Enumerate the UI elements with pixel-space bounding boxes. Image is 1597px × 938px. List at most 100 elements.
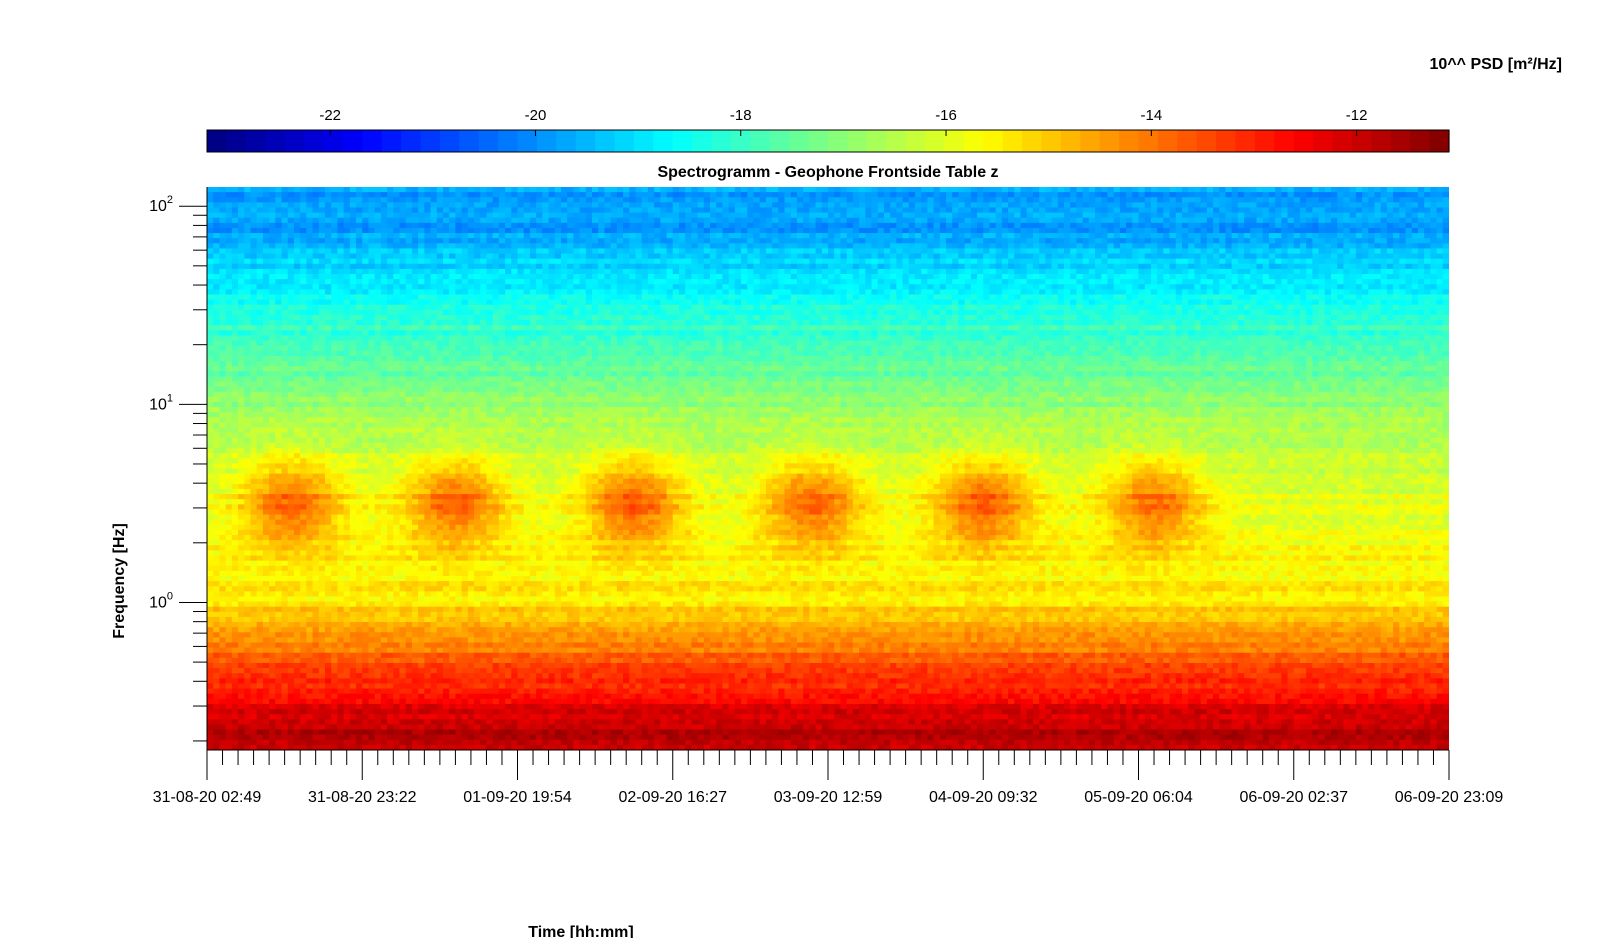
heatmap-cell [617, 187, 624, 193]
heatmap-cell [1207, 254, 1214, 260]
heatmap-cell [1027, 213, 1034, 219]
heatmap-cell [393, 187, 400, 193]
heatmap-cell [499, 218, 506, 224]
heatmap-cell [437, 223, 444, 229]
heatmap-cell [499, 233, 506, 239]
heatmap-cell [940, 300, 947, 306]
heatmap-cell [480, 223, 487, 229]
heatmap-cell [406, 223, 413, 229]
heatmap-cell [921, 269, 928, 275]
heatmap-cell [735, 213, 742, 219]
heatmap-cell [996, 197, 1003, 203]
heatmap-cell [598, 207, 605, 213]
heatmap-cell [1269, 207, 1276, 213]
heatmap-cell [219, 264, 226, 270]
heatmap-cell [1045, 269, 1052, 275]
heatmap-cell [660, 202, 667, 208]
heatmap-cell [853, 218, 860, 224]
heatmap-cell [1101, 228, 1108, 234]
heatmap-cell [1387, 269, 1394, 275]
heatmap-cell [1052, 202, 1059, 208]
heatmap-cell [859, 233, 866, 239]
heatmap-cell [263, 202, 270, 208]
heatmap-cell [542, 192, 549, 198]
heatmap-cell [1120, 192, 1127, 198]
heatmap-cell [1225, 197, 1232, 203]
heatmap-cell [1058, 284, 1065, 290]
heatmap-cell [1232, 259, 1239, 265]
heatmap-cell [1045, 279, 1052, 285]
heatmap-cell [1145, 192, 1152, 198]
heatmap-cell [573, 207, 580, 213]
heatmap-cell [1120, 269, 1127, 275]
heatmap-cell [691, 300, 698, 306]
heatmap-cell [437, 254, 444, 260]
heatmap-cell [1176, 254, 1183, 260]
heatmap-cell [952, 197, 959, 203]
heatmap-cell [760, 269, 767, 275]
heatmap-cell [1225, 228, 1232, 234]
heatmap-cell [518, 279, 525, 285]
heatmap-cell [747, 274, 754, 280]
heatmap-cell [1064, 269, 1071, 275]
heatmap-cell [381, 228, 388, 234]
heatmap-cell [989, 300, 996, 306]
heatmap-cell [431, 259, 438, 265]
heatmap-cell [1232, 294, 1239, 300]
heatmap-cell [648, 228, 655, 234]
heatmap-cell [313, 243, 320, 249]
heatmap-cell [977, 192, 984, 198]
heatmap-cell [213, 243, 220, 249]
heatmap-cell [505, 254, 512, 260]
heatmap-cell [704, 300, 711, 306]
heatmap-cell [791, 284, 798, 290]
heatmap-cell [1014, 207, 1021, 213]
heatmap-cell [1250, 192, 1257, 198]
heatmap-cell [1207, 269, 1214, 275]
heatmap-cell [667, 192, 674, 198]
heatmap-cell [275, 233, 282, 239]
heatmap-cell [238, 254, 245, 260]
heatmap-cell [573, 310, 580, 316]
colorbar-segment [537, 130, 557, 152]
heatmap-cell [1002, 207, 1009, 213]
heatmap-cell [207, 238, 214, 244]
colorbar-segment [343, 130, 363, 152]
heatmap-cell [1343, 233, 1350, 239]
heatmap-cell [915, 223, 922, 229]
heatmap-cell [890, 243, 897, 249]
heatmap-cell [871, 192, 878, 198]
heatmap-cell [903, 202, 910, 208]
heatmap-cell [617, 300, 624, 306]
heatmap-cell [300, 310, 307, 316]
heatmap-cell [604, 310, 611, 316]
heatmap-cell [1281, 213, 1288, 219]
heatmap-cell [840, 300, 847, 306]
heatmap-cell [1064, 305, 1071, 311]
heatmap-cell [716, 187, 723, 193]
heatmap-cell [511, 192, 518, 198]
heatmap-cell [344, 294, 351, 300]
heatmap-cell [1064, 300, 1071, 306]
heatmap-cell [244, 197, 251, 203]
heatmap-cell [685, 228, 692, 234]
heatmap-cell [1412, 202, 1419, 208]
heatmap-cell [896, 274, 903, 280]
heatmap-cell [319, 294, 326, 300]
heatmap-cell [592, 274, 599, 280]
heatmap-cell [716, 192, 723, 198]
heatmap-cell [766, 192, 773, 198]
heatmap-cell [1157, 294, 1164, 300]
heatmap-cell [1052, 259, 1059, 265]
heatmap-cell [1083, 289, 1090, 295]
heatmap-cell [1269, 202, 1276, 208]
colorbar-segment [828, 130, 848, 152]
heatmap-cell [1101, 197, 1108, 203]
heatmap-cell [983, 294, 990, 300]
heatmap-cell [275, 202, 282, 208]
heatmap-cell [1387, 274, 1394, 280]
heatmap-cell [356, 259, 363, 265]
heatmap-cell [1052, 238, 1059, 244]
heatmap-cell [375, 207, 382, 213]
heatmap-cell [1052, 279, 1059, 285]
